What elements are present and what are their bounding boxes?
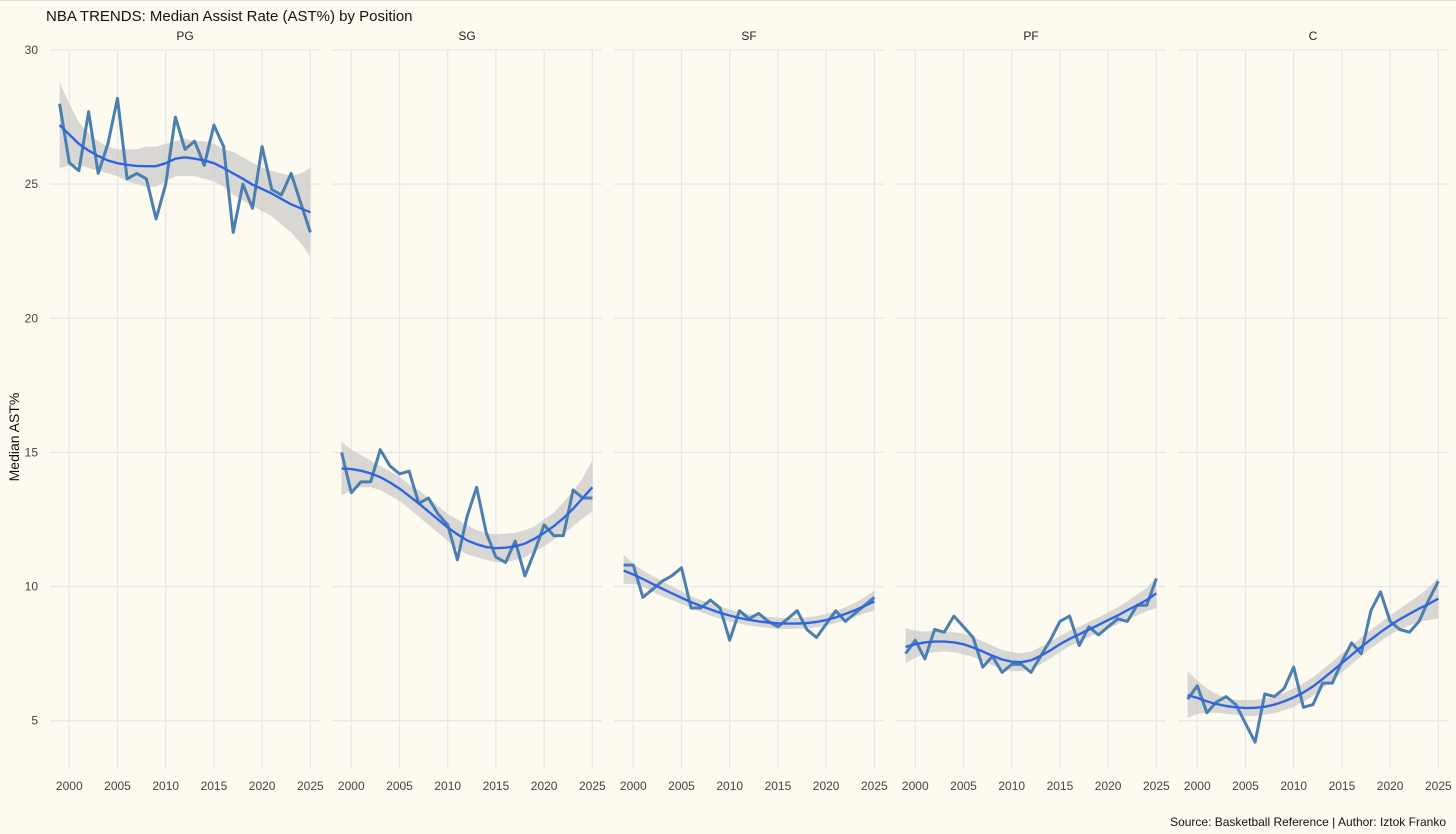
- x-tick-label: 2015: [1047, 779, 1074, 793]
- x-tick-label: 2025: [1143, 779, 1170, 793]
- facet-label-c: C: [1309, 29, 1318, 43]
- x-tick-label: 2015: [201, 779, 228, 793]
- x-tick-label: 2010: [716, 779, 743, 793]
- x-tick-label: 2000: [1184, 779, 1211, 793]
- x-tick-label: 2005: [668, 779, 695, 793]
- confidence-band-sg: [341, 441, 593, 563]
- x-tick-label: 2000: [338, 779, 365, 793]
- trend-line-sg: [341, 467, 594, 550]
- trend-line-c: [1187, 597, 1439, 710]
- y-tick-label: 15: [25, 445, 39, 459]
- x-tick-label: 2020: [1377, 779, 1404, 793]
- x-tick-label: 2020: [813, 779, 840, 793]
- source-caption: Source: Basketball Reference | Author: I…: [1170, 815, 1446, 829]
- x-tick-label: 2020: [531, 779, 558, 793]
- facet-label-pg: PG: [176, 29, 193, 43]
- x-tick-label: 2000: [56, 779, 83, 793]
- x-tick-label: 2005: [1232, 779, 1259, 793]
- x-tick-label: 2010: [434, 779, 461, 793]
- series-line-c: [1186, 580, 1440, 744]
- x-tick-label: 2010: [152, 779, 179, 793]
- y-tick-label: 20: [25, 311, 39, 325]
- x-tick-label: 2010: [1280, 779, 1307, 793]
- trend-line-pf: [905, 592, 1158, 664]
- x-tick-label: 2000: [902, 779, 929, 793]
- series-line-sg: [340, 448, 593, 578]
- x-tick-label: 2015: [483, 779, 510, 793]
- y-tick-label: 30: [25, 43, 39, 57]
- trend-line-sf: [623, 569, 875, 625]
- series-line-sf: [623, 563, 876, 642]
- x-tick-label: 2025: [861, 779, 888, 793]
- x-tick-label: 2025: [579, 779, 606, 793]
- x-tick-label: 2025: [1425, 779, 1452, 793]
- y-tick-label: 5: [31, 714, 38, 728]
- confidence-band-pf: [905, 577, 1157, 672]
- series-line-pg: [58, 96, 312, 234]
- x-tick-label: 2015: [1329, 779, 1356, 793]
- x-tick-label: 2015: [765, 779, 792, 793]
- x-tick-label: 2025: [297, 779, 324, 793]
- y-tick-label: 25: [25, 177, 39, 191]
- trend-line-pg: [58, 124, 311, 214]
- x-tick-label: 2020: [1095, 779, 1122, 793]
- series-line-pf: [904, 577, 1158, 674]
- facet-label-sg: SG: [458, 29, 475, 43]
- x-tick-label: 2005: [386, 779, 413, 793]
- confidence-band-sf: [623, 554, 875, 629]
- y-tick-label: 10: [25, 580, 39, 594]
- chart-title: NBA TRENDS: Median Assist Rate (AST%) by…: [46, 8, 413, 25]
- facet-label-pf: PF: [1023, 29, 1038, 43]
- facet-label-sf: SF: [741, 29, 756, 43]
- x-tick-label: 2005: [950, 779, 977, 793]
- x-tick-label: 2020: [249, 779, 276, 793]
- confidence-band-pg: [59, 82, 311, 257]
- x-tick-label: 2010: [998, 779, 1025, 793]
- x-tick-label: 2005: [104, 779, 131, 793]
- x-tick-label: 2000: [620, 779, 647, 793]
